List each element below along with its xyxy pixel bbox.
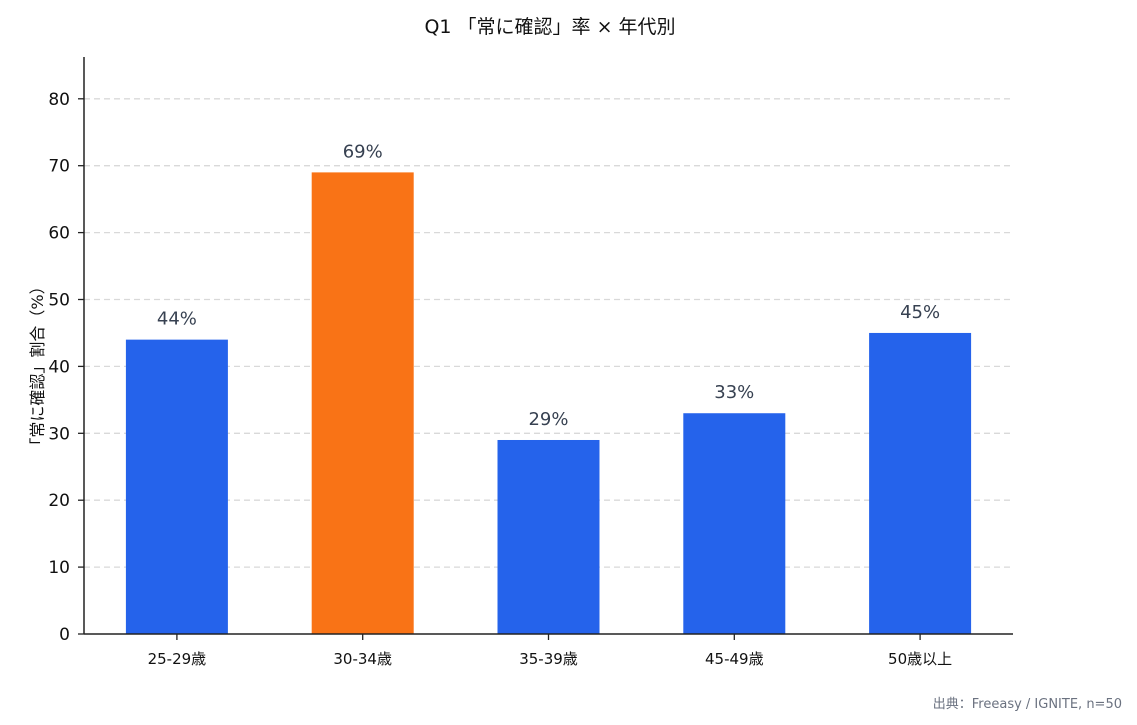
y-tick-label: 30	[48, 424, 70, 444]
bar-value-label: 69%	[343, 141, 383, 162]
x-tick-label: 45-49歳	[705, 650, 764, 668]
bar-value-label: 29%	[528, 409, 568, 430]
bar-value-label: 45%	[900, 302, 940, 323]
bar	[497, 439, 600, 634]
bars	[125, 172, 972, 634]
x-tick-label: 50歳以上	[888, 650, 952, 668]
y-tick-label: 40	[48, 357, 70, 377]
y-tick-label: 50	[48, 291, 70, 311]
bar-value-label: 33%	[714, 382, 754, 403]
bar	[125, 339, 228, 634]
source-note: 出典：Freeasy / IGNITE, n=50	[932, 697, 1122, 712]
y-axis-ticks: 0 10 20 30 40 50 60 70 80	[48, 90, 84, 645]
y-tick-label: 20	[48, 491, 70, 511]
chart-title: Q1 「常に確認」率 × 年代別	[424, 16, 676, 38]
gridlines	[84, 98, 1013, 568]
bar	[869, 332, 972, 634]
x-tick-label: 35-39歳	[519, 650, 578, 668]
value-labels: 44% 69% 29% 33% 45%	[157, 141, 940, 430]
bar	[683, 413, 786, 634]
bar	[311, 172, 414, 634]
bar-value-label: 44%	[157, 309, 197, 330]
y-tick-label: 10	[48, 558, 70, 578]
y-tick-label: 80	[48, 90, 70, 110]
y-tick-label: 60	[48, 224, 70, 244]
x-tick-label: 30-34歳	[333, 650, 392, 668]
x-axis-ticks: 25-29歳 30-34歳 35-39歳 45-49歳 50歳以上	[148, 634, 952, 668]
y-tick-label: 0	[59, 625, 70, 645]
x-tick-label: 25-29歳	[148, 650, 207, 668]
y-tick-label: 70	[48, 157, 70, 177]
